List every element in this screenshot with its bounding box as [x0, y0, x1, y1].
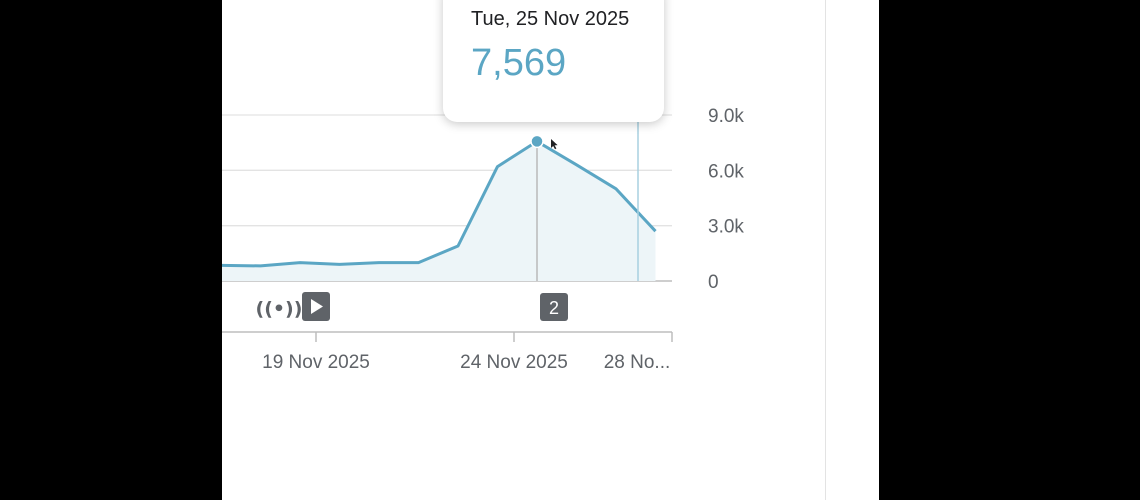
- y-tick-label: 6.0k: [708, 161, 744, 182]
- highlighted-point: [530, 134, 544, 149]
- x-tick-label: 28 No...: [604, 352, 671, 373]
- x-tick-label: 19 Nov 2025: [262, 352, 370, 373]
- series-area: [222, 141, 656, 281]
- y-tick-label: 0: [708, 272, 719, 293]
- live-icon[interactable]: ((•)): [256, 298, 303, 320]
- series-line: [222, 139, 657, 268]
- chart-panel: 9.0k 6.0k 3.0k 0 19 Nov 2025 24 Nov 2025 28 No…: [222, 0, 879, 500]
- event-badge-label: 2: [549, 298, 559, 318]
- chart: 9.0k 6.0k 3.0k 0 19 Nov 2025 24 Nov 2025 28 No…: [222, 106, 744, 373]
- event-badge[interactable]: [540, 293, 568, 321]
- y-tick-label: 9.0k: [708, 106, 744, 127]
- play-icon-glyph: [311, 299, 323, 314]
- panel-divider: [825, 0, 826, 500]
- y-tick-label: 3.0k: [708, 217, 744, 238]
- x-tick-label: 24 Nov 2025: [460, 352, 568, 373]
- tooltip: Tue, 25 Nov 2025 7,569: [443, 0, 664, 122]
- tooltip-date: Tue, 25 Nov 2025: [471, 8, 630, 30]
- tooltip-value: 7,569: [471, 42, 567, 84]
- cursor-icon: [551, 139, 558, 150]
